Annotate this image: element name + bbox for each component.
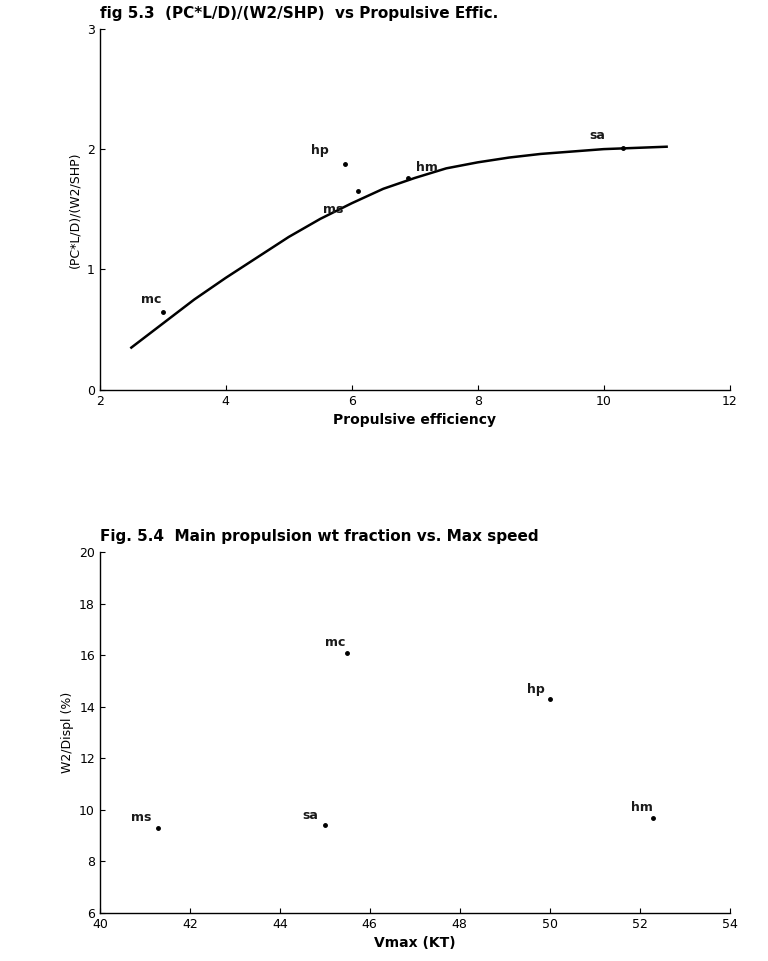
Text: hp: hp <box>527 682 545 696</box>
Text: hm: hm <box>416 160 438 174</box>
Text: sa: sa <box>590 130 606 142</box>
Text: Fig. 5.4  Main propulsion wt fraction vs. Max speed: Fig. 5.4 Main propulsion wt fraction vs.… <box>100 529 538 544</box>
X-axis label: Propulsive efficiency: Propulsive efficiency <box>333 413 496 427</box>
Text: sa: sa <box>303 809 318 822</box>
Text: fig 5.3  (PC*L/D)/(W2/SHP)  vs Propulsive Effic.: fig 5.3 (PC*L/D)/(W2/SHP) vs Propulsive … <box>100 6 498 21</box>
Text: hp: hp <box>311 144 329 157</box>
Text: ms: ms <box>131 811 152 825</box>
Text: hm: hm <box>631 801 653 814</box>
Text: mc: mc <box>141 293 161 307</box>
Text: ms: ms <box>323 203 344 216</box>
Y-axis label: W2/Displ (%): W2/Displ (%) <box>61 692 74 774</box>
Text: mc: mc <box>325 636 345 650</box>
Y-axis label: (PC*L/D)/(W2/SHP): (PC*L/D)/(W2/SHP) <box>68 151 81 267</box>
X-axis label: Vmax (KT): Vmax (KT) <box>374 936 455 950</box>
